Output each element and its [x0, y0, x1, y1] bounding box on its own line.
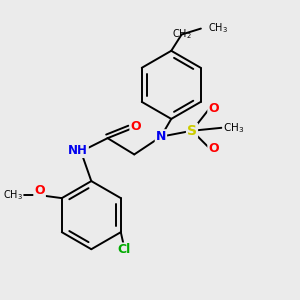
Text: Cl: Cl	[117, 243, 130, 256]
Text: CH$_3$: CH$_3$	[208, 22, 228, 35]
Text: S: S	[187, 124, 197, 138]
Text: CH$_3$: CH$_3$	[3, 188, 23, 202]
Text: N: N	[156, 130, 166, 143]
Text: CH$_3$: CH$_3$	[223, 121, 244, 135]
Text: NH: NH	[68, 144, 88, 157]
Text: CH$_2$: CH$_2$	[172, 28, 191, 41]
Text: O: O	[130, 120, 141, 134]
Text: O: O	[34, 184, 45, 197]
Text: O: O	[208, 102, 219, 115]
Text: O: O	[208, 142, 219, 155]
